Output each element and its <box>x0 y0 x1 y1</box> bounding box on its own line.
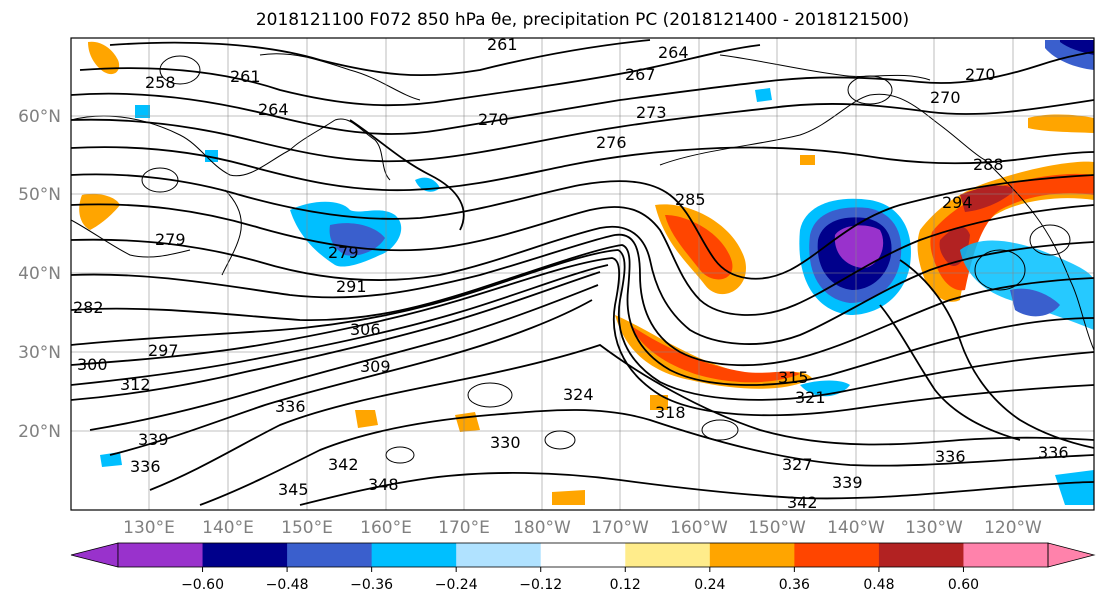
contour-label: 279 <box>155 230 186 249</box>
contour-label: 318 <box>655 403 686 422</box>
colorbar-tick-label: −0.24 <box>435 577 478 593</box>
lon-label: 120°W <box>984 518 1042 538</box>
contour-label: 342 <box>787 493 818 512</box>
contour-label: 267 <box>625 65 656 84</box>
contour-label: 330 <box>490 433 521 452</box>
colorbar-tick-label: −0.12 <box>519 577 562 593</box>
colorbar-tick-label: 0.24 <box>694 577 725 593</box>
contour-label: 273 <box>636 103 667 122</box>
colorbar-frame <box>117 542 1049 568</box>
lon-label: 140°W <box>827 518 885 538</box>
contour-label: 297 <box>148 341 179 360</box>
contour-label: 327 <box>782 455 813 474</box>
lon-label: 130°W <box>905 518 963 538</box>
lat-label-group: 60°N 50°N 40°N 30°N 20°N <box>18 107 61 442</box>
colorbar-segment <box>202 543 288 567</box>
colorbar-segment <box>287 543 373 567</box>
colorbar-tick-label: 0.60 <box>948 577 979 593</box>
colorbar-tick-label: 0.48 <box>863 577 894 593</box>
lon-label: 130°E <box>123 518 175 538</box>
contour-label: 288 <box>973 155 1004 174</box>
lat-label: 60°N <box>18 107 61 127</box>
contour-label: 312 <box>120 375 151 394</box>
contour-label: 339 <box>138 430 169 449</box>
colorbar-segment <box>709 543 795 567</box>
contour-label: 294 <box>942 193 973 212</box>
contour-label: 300 <box>77 355 108 374</box>
lat-label: 50°N <box>18 185 61 205</box>
minor-contours <box>141 55 1071 464</box>
contour-label: 279 <box>328 243 359 262</box>
lat-label: 20°N <box>18 422 61 442</box>
contour-label: 264 <box>258 100 289 119</box>
map-frame <box>70 37 1095 511</box>
contour-label: 270 <box>965 65 996 84</box>
contour-label: 336 <box>275 397 306 416</box>
contour-label: 336 <box>130 457 161 476</box>
contour-label: 291 <box>336 277 367 296</box>
lon-label: 160°W <box>670 518 728 538</box>
colorbar-tick-label: −0.48 <box>266 577 309 593</box>
lat-label: 30°N <box>18 343 61 363</box>
lon-label: 140°E <box>202 518 254 538</box>
theta-e-contours <box>71 39 1094 506</box>
colorbar: −0.60 −0.48 −0.36 −0.24 −0.12 0.12 0.24 0.36 0.4… <box>70 542 1096 593</box>
contour-label: 306 <box>350 320 381 339</box>
contour-label: 309 <box>360 357 391 376</box>
colorbar-segment <box>540 543 626 567</box>
contour-label: 315 <box>778 368 809 387</box>
lon-label: 170°W <box>591 518 649 538</box>
contour-label: 321 <box>795 388 826 407</box>
colorbar-segment <box>456 543 542 567</box>
contour-label: 324 <box>563 385 594 404</box>
lon-label-group: 130°E 140°E 150°E 160°E 170°E 180°W 170°… <box>123 518 1042 538</box>
contour-label: 261 <box>487 35 518 54</box>
map-area: 261 264 258 261 264 267 270 270 273 276 … <box>71 35 1094 512</box>
graticule <box>71 38 1094 510</box>
lon-label: 160°E <box>360 518 412 538</box>
colorbar-segment <box>118 543 204 567</box>
contour-label: 345 <box>278 480 309 499</box>
contour-label: 270 <box>478 110 509 129</box>
colorbar-extend-high <box>1047 542 1096 568</box>
contour-label-group: 261 264 258 261 264 267 270 270 273 276 … <box>73 35 1069 512</box>
contour-label: 336 <box>935 447 966 466</box>
contour-label: 270 <box>930 88 961 107</box>
colorbar-segment <box>878 543 964 567</box>
colorbar-segment <box>963 543 1049 567</box>
colorbar-tick-label: −0.36 <box>350 577 393 593</box>
lon-label: 180°W <box>513 518 571 538</box>
contour-label: 258 <box>145 73 176 92</box>
contour-label: 339 <box>832 473 863 492</box>
chart-title: 2018121100 F072 850 hPa θe, precipitatio… <box>255 10 910 30</box>
lon-label: 150°E <box>281 518 333 538</box>
contour-label: 336 <box>1038 443 1069 462</box>
colorbar-tick-label: 0.12 <box>610 577 641 593</box>
contour-label: 342 <box>328 455 359 474</box>
colorbar-extend-low <box>70 542 119 568</box>
contour-label: 282 <box>73 298 104 317</box>
contour-label: 285 <box>675 190 706 209</box>
colorbar-segment <box>371 543 457 567</box>
contour-label: 264 <box>658 43 689 62</box>
contour-label: 276 <box>596 133 627 152</box>
lon-label: 170°E <box>438 518 490 538</box>
contour-label: 261 <box>230 67 261 86</box>
lat-label: 40°N <box>18 264 61 284</box>
colorbar-tick-label: 0.36 <box>779 577 810 593</box>
colorbar-tick-label: −0.60 <box>181 577 224 593</box>
lon-label: 150°W <box>748 518 806 538</box>
colorbar-segment <box>794 543 880 567</box>
contour-label: 348 <box>368 475 399 494</box>
colorbar-segment <box>625 543 711 567</box>
